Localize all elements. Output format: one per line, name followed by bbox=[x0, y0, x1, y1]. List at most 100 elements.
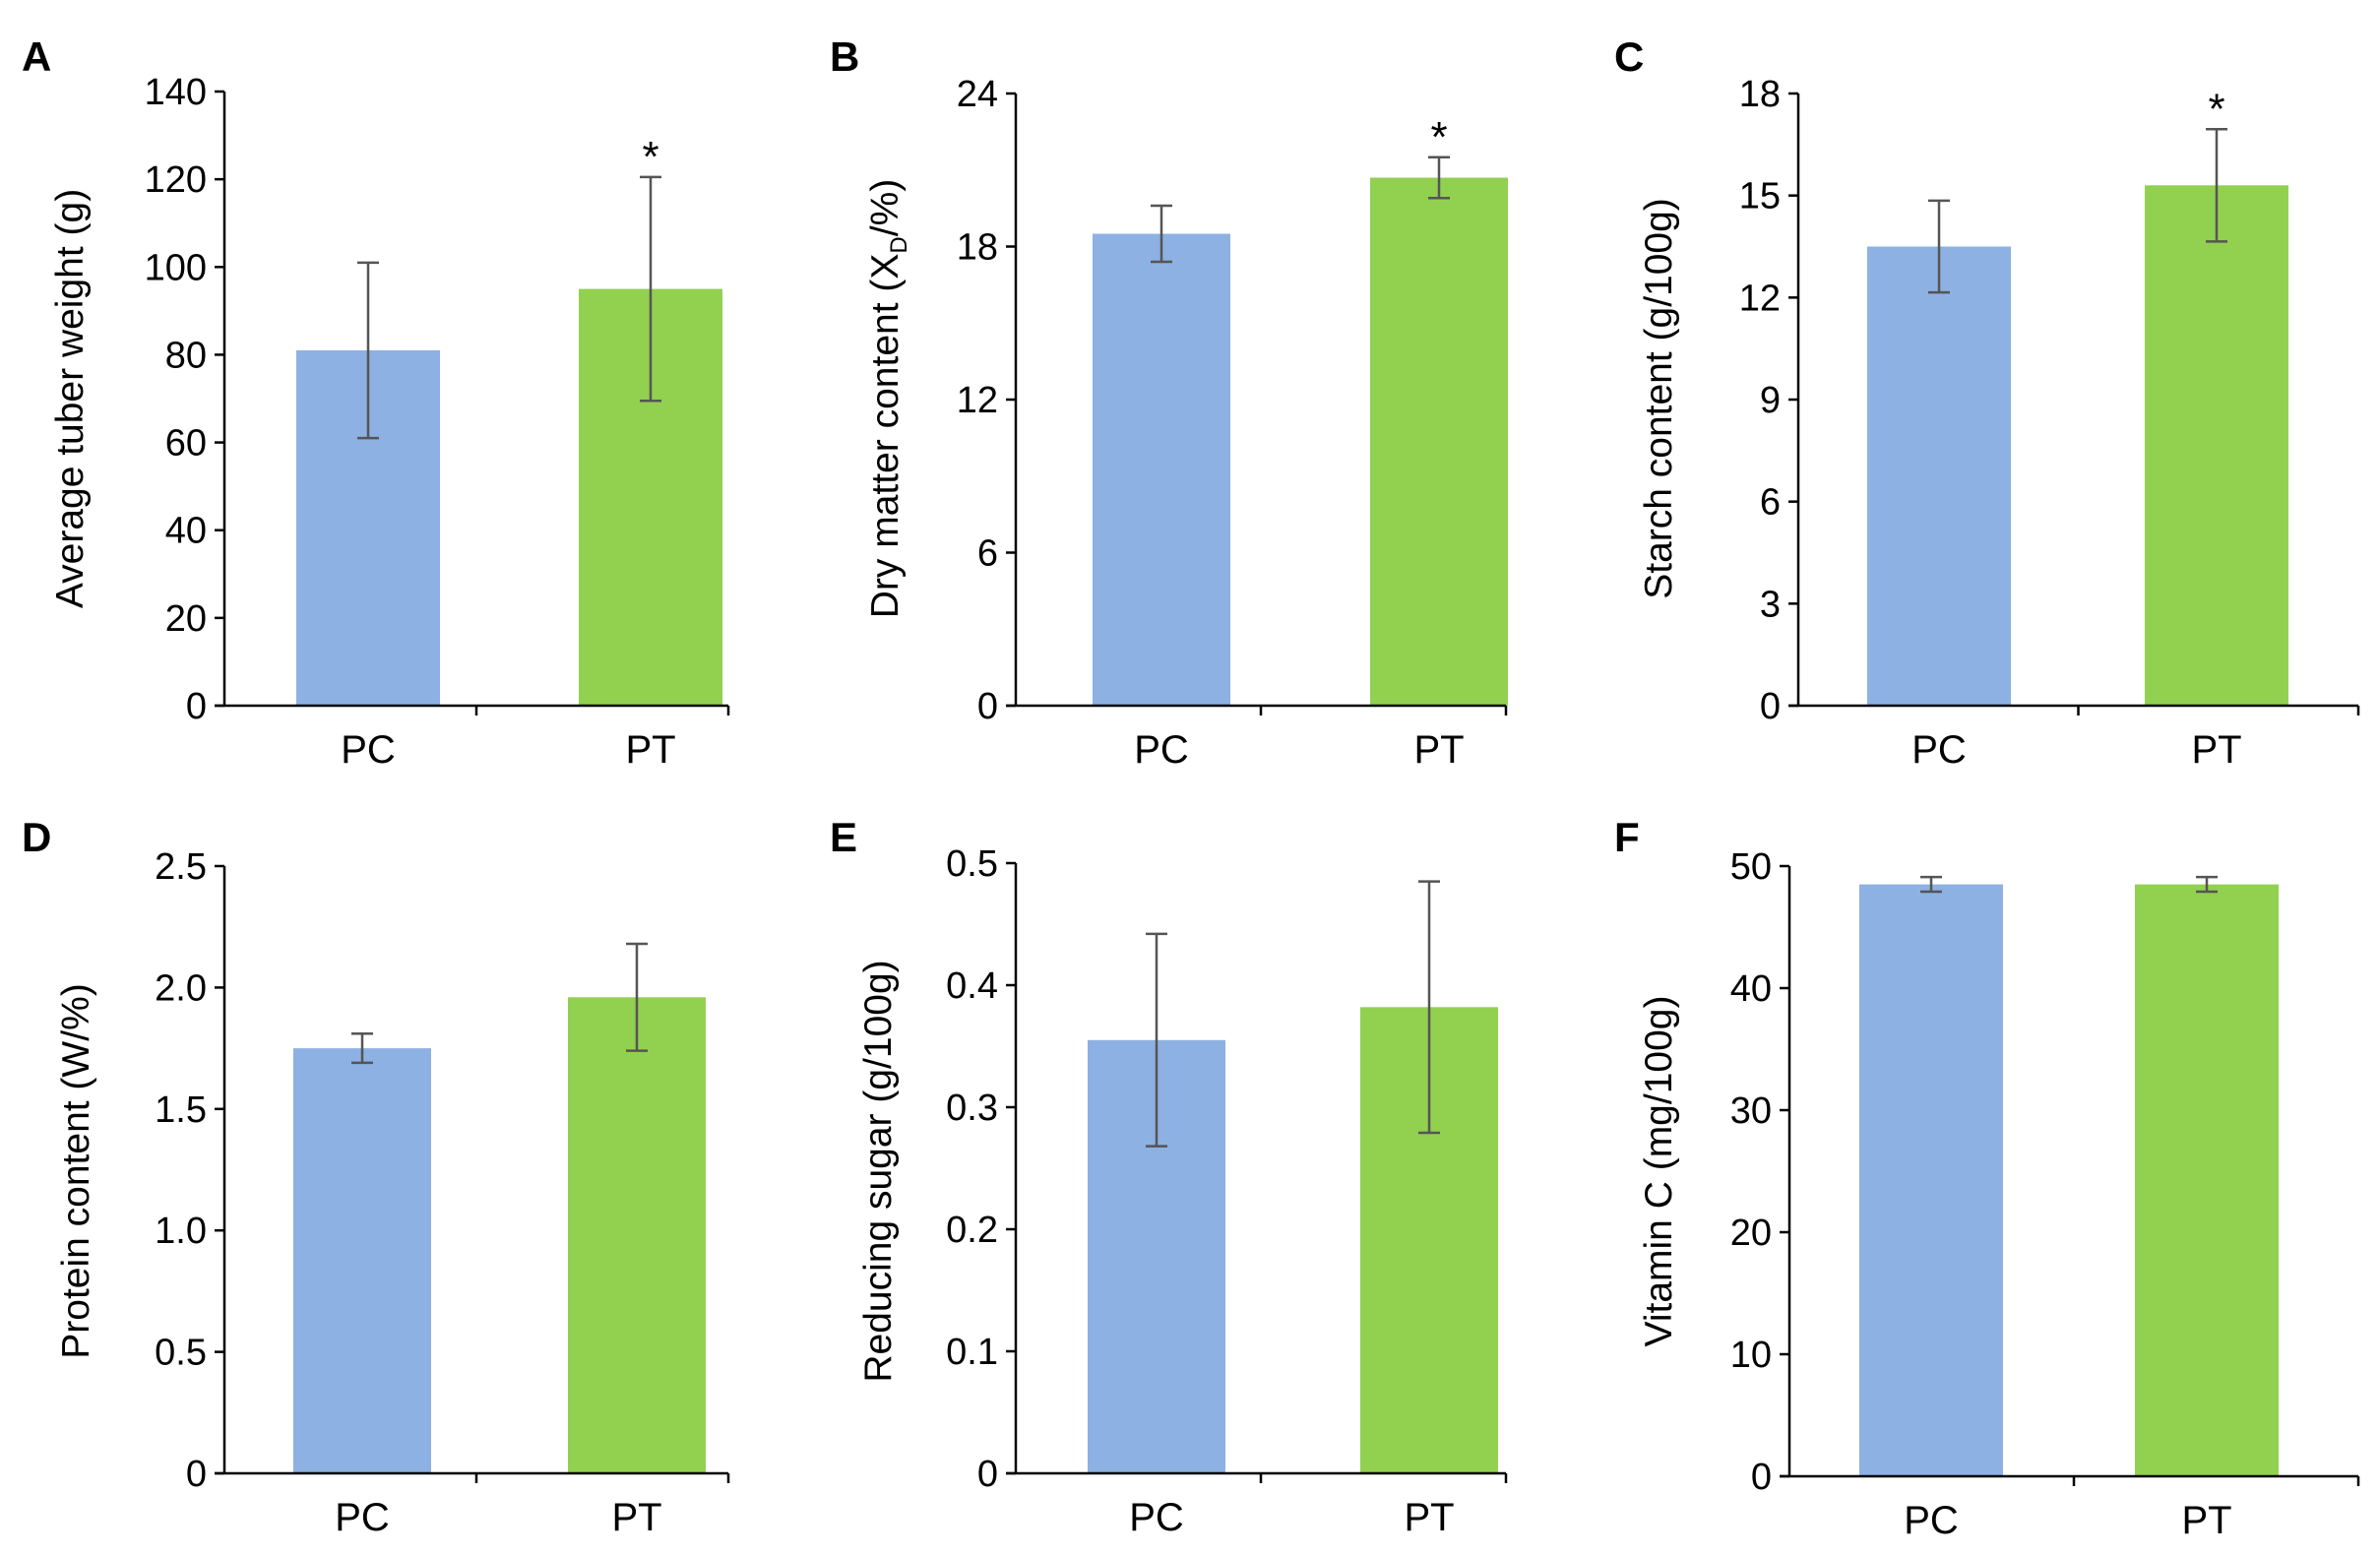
x-tick-label: PC bbox=[1904, 1499, 1959, 1542]
y-tick-label: 18 bbox=[957, 227, 998, 269]
x-tick-label: PC bbox=[1134, 728, 1189, 772]
error-bar-pc bbox=[1151, 204, 1172, 264]
y-tick-label: 100 bbox=[145, 247, 207, 288]
y-tick-label: 0 bbox=[186, 1454, 207, 1495]
y-tick-label: 9 bbox=[1760, 380, 1781, 421]
y-axis-title-main: Starch content (g/100g) bbox=[1638, 198, 1680, 599]
x-tick-label: PC bbox=[335, 1496, 390, 1539]
y-axis-title: Starch content (g/100g) bbox=[1638, 198, 1680, 599]
y-tick-label: 60 bbox=[165, 423, 207, 465]
x-tick-label: PT bbox=[2191, 728, 2241, 772]
y-tick-label: 0 bbox=[1751, 1457, 1772, 1498]
y-tick-label: 140 bbox=[145, 72, 207, 113]
y-tick-label: 0 bbox=[186, 686, 207, 727]
y-axis-title-subscript: D bbox=[886, 236, 912, 253]
y-tick-label: 10 bbox=[1730, 1335, 1772, 1376]
panel-letter: C bbox=[1614, 33, 1644, 80]
y-tick-label: 40 bbox=[165, 511, 207, 552]
y-tick-label: 120 bbox=[145, 159, 207, 201]
panel-letter: D bbox=[22, 814, 51, 860]
y-axis-title-main: Protein content (W/%) bbox=[55, 983, 97, 1358]
y-tick-label: 12 bbox=[1739, 278, 1781, 319]
significance-mark: * bbox=[1430, 113, 1447, 161]
y-tick-label: 24 bbox=[957, 74, 998, 115]
y-axis-title: Dry matter content (XD/%) bbox=[864, 179, 912, 618]
y-tick-label: 3 bbox=[1760, 584, 1781, 625]
y-tick-label: 15 bbox=[1739, 176, 1781, 218]
y-tick-label: 0.4 bbox=[946, 965, 998, 1007]
x-tick-label: PT bbox=[1413, 728, 1464, 772]
y-tick-label: 80 bbox=[165, 335, 207, 376]
y-axis-title: Protein content (W/%) bbox=[55, 983, 97, 1358]
y-axis-title: Average tuber weight (g) bbox=[49, 189, 92, 608]
error-bar-pc bbox=[1928, 199, 1950, 294]
y-tick-label: 0.2 bbox=[946, 1210, 998, 1251]
error-bar-pc bbox=[1146, 932, 1167, 1148]
y-axis-title: Reducing sugar (g/100g) bbox=[857, 960, 900, 1382]
chart-panel-c: C * 0 3 6 9 12 15 18 PC PT Starch content (g/100g) bbox=[1614, 33, 2360, 772]
bar-pc bbox=[293, 1048, 431, 1473]
y-axis-title-tail: /%) bbox=[864, 179, 907, 237]
y-tick-label: 40 bbox=[1730, 968, 1772, 1010]
bar-pt bbox=[568, 997, 706, 1473]
error-bar-pc bbox=[357, 261, 379, 440]
error-bar-pt bbox=[2196, 875, 2218, 894]
bar-pc bbox=[1859, 884, 2003, 1476]
y-tick-label: 0 bbox=[1760, 686, 1781, 727]
y-tick-label: 30 bbox=[1730, 1090, 1772, 1132]
y-tick-label: 12 bbox=[957, 380, 998, 421]
y-tick-label: 0.5 bbox=[155, 1333, 207, 1374]
y-tick-label: 6 bbox=[977, 533, 998, 575]
chart-panel-a: A * 0 20 40 60 80 100 120 140 PC PT Average tuber we… bbox=[22, 33, 730, 772]
x-tick-label: PC bbox=[341, 728, 396, 772]
y-tick-label: 0 bbox=[977, 686, 998, 727]
y-tick-label: 0.3 bbox=[946, 1088, 998, 1129]
panel-letter: B bbox=[830, 33, 859, 80]
y-axis-title-main: Vitamin C (mg/100g) bbox=[1638, 996, 1680, 1347]
y-tick-label: 2.5 bbox=[155, 846, 207, 888]
x-tick-label: PT bbox=[611, 1496, 661, 1539]
chart-panel-f: F 0 10 20 30 40 50 PC PT Vitamin C (mg/100g) bbox=[1614, 814, 2360, 1542]
chart-panel-d: D 0 0.5 1.0 1.5 2.0 2.5 PC PT Protein content (W/… bbox=[22, 814, 730, 1539]
y-tick-label: 20 bbox=[165, 598, 207, 640]
y-tick-label: 2.0 bbox=[155, 967, 207, 1009]
x-tick-label: PT bbox=[2181, 1499, 2231, 1542]
error-bar-pc bbox=[1920, 875, 1942, 894]
bar-pt bbox=[2145, 185, 2288, 707]
y-tick-label: 1.5 bbox=[155, 1089, 207, 1131]
error-bar-pt bbox=[1428, 156, 1450, 200]
error-bar-pt bbox=[1418, 880, 1440, 1135]
panel-letter: E bbox=[830, 814, 857, 860]
y-axis-title: Vitamin C (mg/100g) bbox=[1638, 996, 1680, 1347]
y-axis-title-main: Dry matter content (X bbox=[864, 254, 907, 619]
x-tick-label: PC bbox=[1129, 1496, 1184, 1539]
y-tick-label: 0.1 bbox=[946, 1332, 998, 1373]
error-bar-pt bbox=[640, 175, 661, 403]
error-bar-pt bbox=[2206, 128, 2227, 243]
y-tick-label: 18 bbox=[1739, 74, 1781, 115]
bar-pc bbox=[1867, 246, 2011, 706]
bar-pt bbox=[1370, 177, 1508, 706]
bar-pt bbox=[2135, 884, 2279, 1476]
y-tick-label: 6 bbox=[1760, 482, 1781, 524]
y-tick-label: 0.5 bbox=[946, 843, 998, 885]
y-tick-label: 0 bbox=[977, 1454, 998, 1495]
chart-panel-e: E 0 0.1 0.2 0.3 0.4 0.5 PC PT Reducing sugar (g/1… bbox=[830, 814, 1508, 1539]
x-tick-label: PC bbox=[1911, 728, 1967, 772]
significance-mark: * bbox=[2208, 85, 2224, 133]
y-axis-title-main: Average tuber weight (g) bbox=[49, 189, 92, 608]
error-bar-pc bbox=[351, 1032, 373, 1065]
x-tick-label: PT bbox=[1404, 1496, 1454, 1539]
y-tick-label: 50 bbox=[1730, 846, 1772, 888]
significance-mark: * bbox=[642, 133, 658, 181]
y-axis-title-main: Reducing sugar (g/100g) bbox=[857, 960, 900, 1382]
bar-pc bbox=[1093, 233, 1230, 706]
panel-letter: A bbox=[22, 33, 51, 80]
axes bbox=[215, 866, 728, 1475]
error-bar-pt bbox=[626, 942, 648, 1052]
axes bbox=[215, 92, 728, 708]
y-tick-label: 1.0 bbox=[155, 1211, 207, 1252]
axes bbox=[1006, 863, 1506, 1475]
chart-panel-b: B * 0 6 12 18 24 PC PT Dry matter content (XD/%) bbox=[830, 33, 1508, 772]
y-tick-label: 20 bbox=[1730, 1213, 1772, 1254]
